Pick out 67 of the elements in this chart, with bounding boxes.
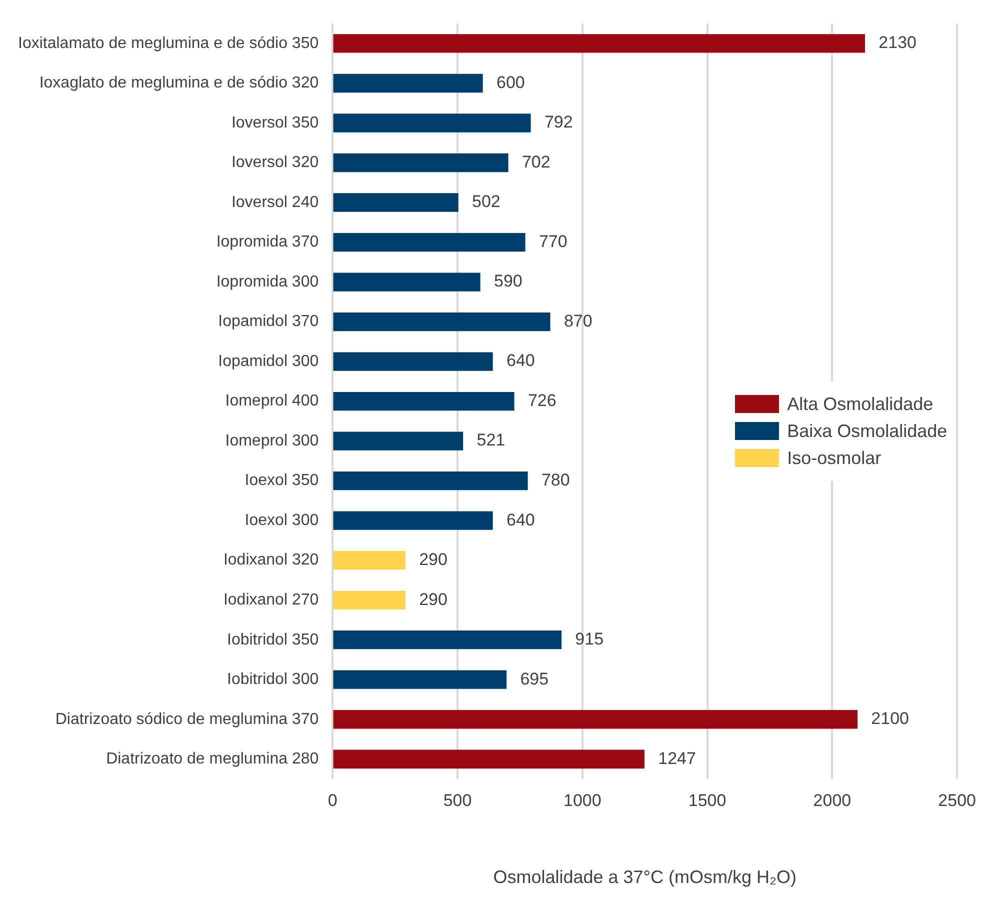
data-label: 590 bbox=[494, 272, 522, 291]
x-tick-label: 0 bbox=[328, 790, 338, 810]
y-tick-label: Iopromida 300 bbox=[216, 273, 319, 290]
y-tick-label: Iodixanol 270 bbox=[223, 591, 319, 608]
data-label: 2130 bbox=[878, 33, 916, 52]
bar bbox=[333, 272, 480, 292]
y-tick-label: Ioxitalamato de meglumina e de sódio 350 bbox=[18, 34, 319, 52]
data-label: 600 bbox=[496, 72, 525, 92]
bar bbox=[333, 74, 483, 93]
legend-label: Iso-osmolar bbox=[787, 448, 882, 469]
bar bbox=[333, 630, 562, 650]
data-label: 695 bbox=[520, 669, 549, 688]
bar bbox=[333, 232, 526, 252]
y-tick-label: Iobitridol 300 bbox=[227, 671, 319, 688]
bar bbox=[333, 710, 858, 729]
data-label: 770 bbox=[538, 232, 568, 251]
y-tick-label: Iodixanol 320 bbox=[223, 552, 319, 569]
data-label: 780 bbox=[541, 470, 570, 490]
bar bbox=[333, 392, 514, 411]
y-tick-label: Iopromida 370 bbox=[216, 234, 319, 251]
data-label: 870 bbox=[564, 311, 592, 330]
data-label: 726 bbox=[528, 390, 556, 410]
bar bbox=[333, 551, 406, 570]
y-tick-label: Iopamidol 300 bbox=[218, 352, 319, 370]
x-tick-label: 2000 bbox=[813, 790, 852, 810]
y-tick-label: Ioversol 320 bbox=[231, 154, 319, 172]
data-label: 792 bbox=[544, 112, 573, 132]
x-axis-title: Osmolalidade a 37°C (mOsm/kg H₂O) bbox=[493, 867, 796, 888]
legend-label: Alta Osmolalidade bbox=[787, 394, 934, 415]
bar bbox=[333, 511, 493, 530]
bar bbox=[333, 312, 550, 332]
y-tick-label: Iomeprol 300 bbox=[225, 432, 319, 450]
data-label: 502 bbox=[472, 192, 500, 212]
data-label: 702 bbox=[522, 152, 550, 172]
y-tick-label: Iopamidol 370 bbox=[218, 313, 319, 330]
y-tick-label: Ioversol 240 bbox=[231, 194, 319, 211]
bar bbox=[333, 471, 528, 490]
data-label: 521 bbox=[476, 430, 506, 450]
y-tick-label: Iomeprol 400 bbox=[225, 392, 319, 410]
bar bbox=[333, 34, 865, 53]
data-label: 1247 bbox=[658, 748, 696, 768]
x-tick-label: 1000 bbox=[564, 790, 602, 810]
data-label: 640 bbox=[506, 351, 535, 370]
bar bbox=[333, 352, 493, 371]
bar bbox=[333, 193, 458, 212]
bar bbox=[333, 432, 464, 450]
y-tick-label: Ioexol 300 bbox=[244, 512, 319, 529]
legend-label: Baixa Osmolalidade bbox=[787, 420, 948, 442]
y-tick-label: Diatrizoato sódico de meglumina 370 bbox=[55, 710, 319, 728]
y-tick-label: Iobitridol 350 bbox=[227, 631, 319, 648]
bar bbox=[333, 750, 644, 768]
x-tick-label: 1500 bbox=[688, 790, 726, 810]
data-label: 915 bbox=[575, 630, 604, 649]
bar bbox=[333, 590, 406, 610]
bar bbox=[333, 153, 508, 172]
bar bbox=[333, 114, 531, 132]
x-tick-label: 2500 bbox=[938, 790, 976, 810]
data-label: 290 bbox=[419, 590, 448, 609]
y-tick-label: Ioxaglato de meglumina e de sódio 320 bbox=[39, 74, 319, 92]
data-label: 2100 bbox=[871, 709, 910, 728]
y-tick-label: Ioversol 350 bbox=[231, 114, 319, 132]
bar bbox=[333, 670, 507, 689]
y-tick-label: Diatrizoato de meglumina 280 bbox=[106, 750, 319, 768]
x-tick-label: 500 bbox=[443, 790, 472, 810]
y-tick-label: Ioexol 350 bbox=[244, 472, 319, 490]
data-label: 290 bbox=[419, 550, 448, 570]
data-label: 640 bbox=[506, 510, 535, 530]
